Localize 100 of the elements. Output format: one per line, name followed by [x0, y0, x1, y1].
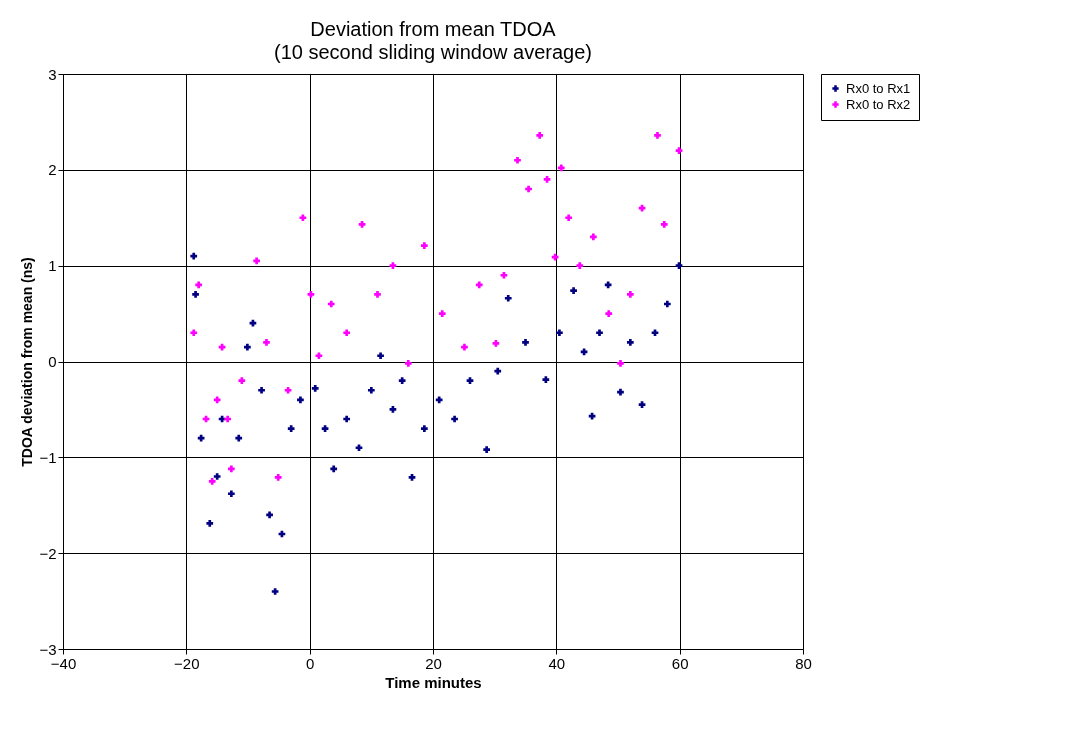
- point: [266, 511, 273, 519]
- point: [675, 262, 683, 270]
- point: [660, 221, 668, 228]
- point: [228, 465, 235, 473]
- point: [389, 406, 397, 413]
- y-tick-label: −1: [39, 448, 57, 466]
- point: [299, 214, 307, 222]
- point: [398, 377, 406, 385]
- point: [271, 588, 279, 595]
- point: [287, 425, 295, 432]
- point: [297, 396, 304, 404]
- point: [542, 376, 550, 384]
- point: [475, 281, 483, 289]
- chart-title: Deviation from mean TDOA: [310, 18, 557, 40]
- point: [514, 156, 521, 164]
- point: [525, 185, 532, 193]
- point: [213, 396, 221, 404]
- point: [654, 131, 661, 139]
- point: [543, 176, 551, 183]
- point: [522, 338, 529, 346]
- point: [315, 352, 323, 360]
- x-tick-label: 40: [548, 654, 566, 672]
- point: [408, 474, 416, 481]
- point: [626, 338, 634, 346]
- point: [556, 329, 563, 337]
- point: [466, 377, 474, 385]
- x-tick-label: 20: [425, 654, 442, 672]
- point: [461, 343, 468, 351]
- point: [244, 343, 251, 351]
- point: [596, 329, 603, 337]
- point: [675, 147, 683, 155]
- point: [190, 252, 198, 260]
- point: [258, 386, 265, 394]
- point: [284, 386, 292, 394]
- point: [504, 294, 512, 302]
- point: [249, 319, 257, 327]
- point: [617, 360, 624, 367]
- point: [438, 310, 446, 317]
- x-tick-label: 0: [305, 654, 315, 672]
- point: [451, 415, 458, 423]
- x-axis-title: Time minutes: [385, 673, 482, 691]
- point: [536, 131, 544, 139]
- x-tick-label: 60: [671, 654, 689, 672]
- point: [263, 338, 270, 346]
- point: [228, 490, 235, 498]
- legend-label: Rx0 to Rx1: [846, 80, 911, 96]
- point: [195, 281, 203, 289]
- point: [307, 291, 315, 298]
- point: [435, 396, 443, 404]
- point: [253, 257, 260, 265]
- point: [492, 339, 500, 347]
- y-axis-title: TDOA deviation from mean (ns): [19, 257, 36, 467]
- point: [638, 204, 646, 212]
- point: [206, 520, 214, 527]
- point: [638, 401, 646, 408]
- point: [500, 271, 508, 279]
- point: [238, 377, 246, 385]
- point: [565, 214, 573, 222]
- point: [330, 465, 338, 473]
- point: [570, 287, 577, 294]
- point: [374, 291, 381, 298]
- point: [197, 434, 205, 442]
- point: [192, 291, 199, 298]
- chart-subtitle: (10 second sliding window average): [274, 41, 592, 63]
- point: [208, 477, 216, 485]
- y-tick-label: 1: [48, 257, 57, 275]
- legend-label: Rx0 to Rx2: [846, 96, 911, 112]
- point: [321, 425, 329, 432]
- y-tick-label: −2: [39, 544, 57, 562]
- x-tick-label: 80: [795, 654, 812, 672]
- point: [421, 242, 428, 249]
- point: [327, 300, 335, 308]
- point: [355, 444, 363, 452]
- point: [663, 300, 671, 308]
- point: [494, 367, 502, 375]
- point: [389, 262, 397, 270]
- y-tick-label: 2: [48, 161, 57, 179]
- point: [605, 310, 613, 317]
- point: [557, 164, 565, 172]
- point: [224, 415, 231, 423]
- point: [576, 262, 584, 270]
- point: [483, 446, 490, 454]
- point: [367, 386, 375, 394]
- point: [213, 473, 221, 480]
- point: [274, 474, 282, 481]
- point: [343, 329, 351, 337]
- point: [190, 329, 198, 337]
- y-tick-label: 3: [48, 65, 57, 83]
- point: [358, 221, 366, 228]
- point: [604, 281, 612, 289]
- point: [404, 360, 412, 367]
- point: [235, 434, 243, 442]
- point: [651, 329, 659, 337]
- point: [421, 425, 428, 432]
- x-tick-label: −20: [174, 654, 200, 672]
- point: [626, 291, 634, 298]
- point: [377, 352, 384, 360]
- point: [311, 384, 319, 392]
- point: [589, 233, 597, 241]
- point: [343, 415, 351, 423]
